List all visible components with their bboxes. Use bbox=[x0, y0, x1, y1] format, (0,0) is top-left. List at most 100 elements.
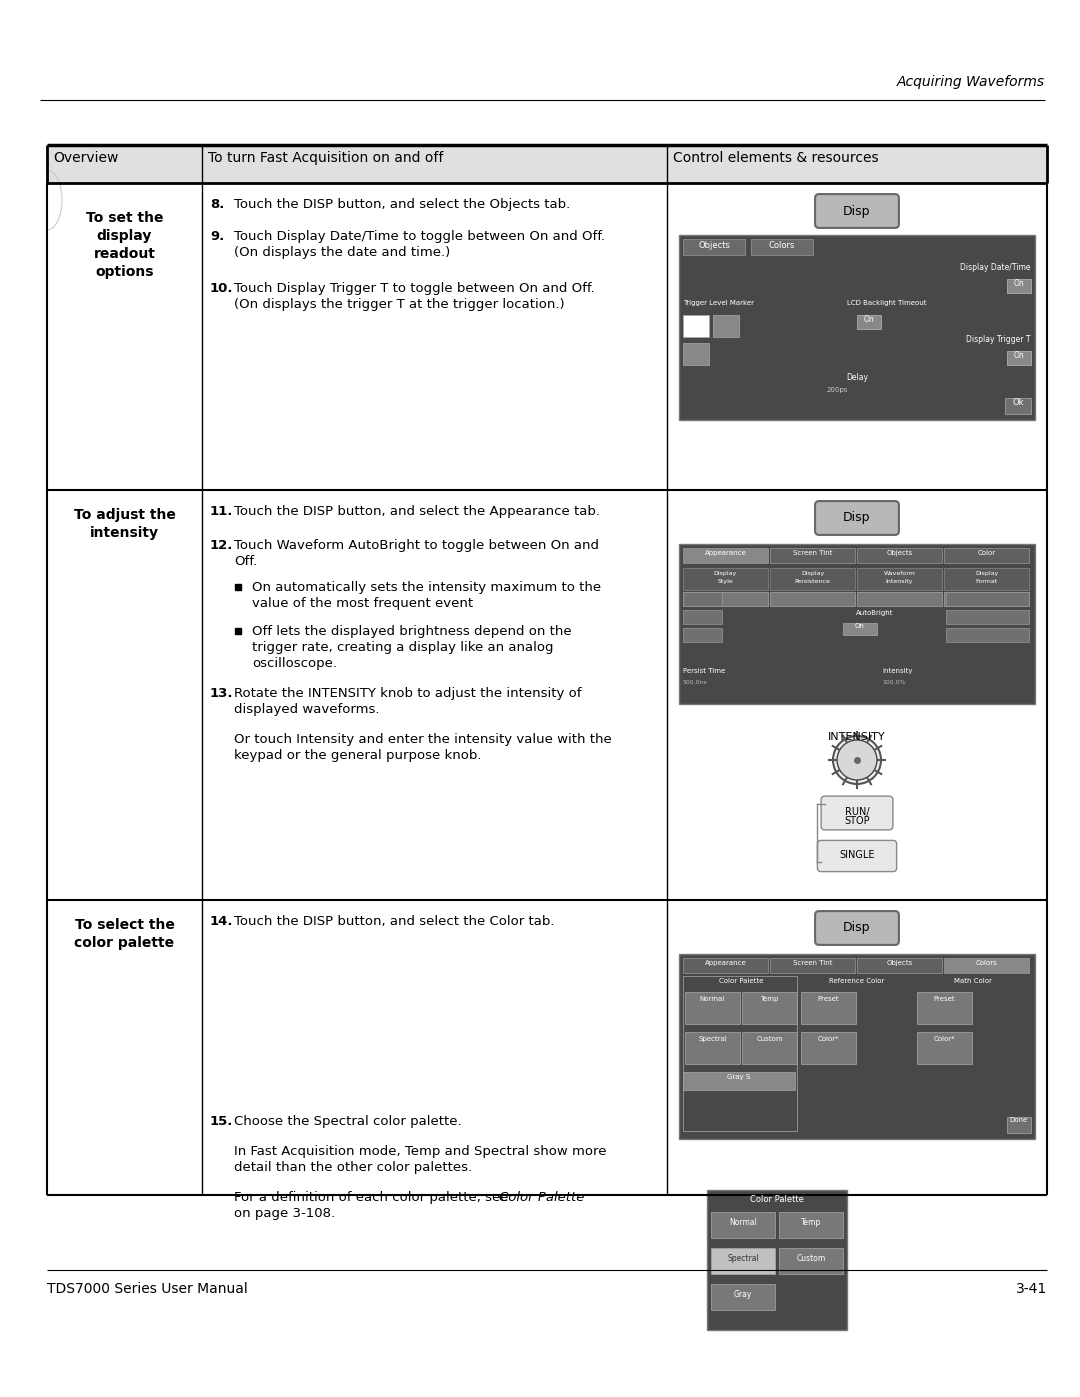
Text: To adjust the: To adjust the bbox=[73, 509, 175, 522]
Bar bbox=[946, 592, 1029, 606]
Text: SINGLE: SINGLE bbox=[839, 849, 875, 861]
Text: Touch Display Date/Time to toggle between On and Off.: Touch Display Date/Time to toggle betwee… bbox=[234, 231, 605, 243]
Bar bbox=[742, 992, 797, 1024]
Text: Display: Display bbox=[714, 571, 738, 576]
Text: Spectral: Spectral bbox=[727, 1255, 759, 1263]
Text: displayed waveforms.: displayed waveforms. bbox=[234, 703, 379, 717]
Text: Choose the Spectral color palette.: Choose the Spectral color palette. bbox=[234, 1115, 461, 1127]
Bar bbox=[683, 1071, 795, 1090]
Text: Objects: Objects bbox=[887, 550, 913, 556]
Bar bbox=[48, 145, 1047, 183]
Bar bbox=[770, 592, 855, 606]
Bar bbox=[711, 1213, 775, 1238]
Text: Style: Style bbox=[717, 578, 733, 584]
Bar bbox=[683, 610, 723, 624]
Text: Gray S: Gray S bbox=[727, 1074, 751, 1080]
Bar bbox=[858, 958, 942, 972]
Text: Disp: Disp bbox=[843, 204, 870, 218]
Text: Rotate the INTENSITY knob to adjust the intensity of: Rotate the INTENSITY knob to adjust the … bbox=[234, 687, 581, 700]
Bar bbox=[683, 958, 768, 972]
Text: Normal: Normal bbox=[700, 996, 725, 1002]
Text: Intensity: Intensity bbox=[886, 578, 914, 584]
Bar bbox=[858, 569, 942, 590]
Text: On automatically sets the intensity maximum to the: On automatically sets the intensity maxi… bbox=[252, 581, 602, 594]
Text: Preset: Preset bbox=[818, 996, 839, 1002]
Text: trigger rate, creating a display like an analog: trigger rate, creating a display like an… bbox=[252, 641, 554, 654]
Text: Acquiring Waveforms: Acquiring Waveforms bbox=[896, 75, 1045, 89]
Bar bbox=[683, 629, 723, 643]
Bar bbox=[711, 1284, 775, 1310]
Bar bbox=[1007, 279, 1031, 293]
Text: on page 3-108.: on page 3-108. bbox=[234, 1207, 335, 1220]
Bar bbox=[683, 344, 708, 365]
Text: value of the most frequent event: value of the most frequent event bbox=[252, 597, 473, 610]
Text: Color Palette: Color Palette bbox=[499, 1192, 584, 1204]
Bar bbox=[842, 623, 877, 636]
Text: Preset: Preset bbox=[934, 996, 956, 1002]
Bar bbox=[707, 1190, 847, 1330]
Bar bbox=[1007, 1118, 1031, 1133]
Bar bbox=[801, 1032, 856, 1065]
Text: On: On bbox=[1014, 351, 1024, 360]
Text: Persist Time: Persist Time bbox=[683, 668, 726, 673]
Bar bbox=[713, 314, 739, 337]
Text: 8.: 8. bbox=[210, 198, 225, 211]
Bar bbox=[742, 1032, 797, 1065]
Bar bbox=[917, 1032, 972, 1065]
FancyBboxPatch shape bbox=[815, 502, 899, 535]
Text: Delay: Delay bbox=[846, 373, 868, 381]
Bar bbox=[917, 992, 972, 1024]
Text: To set the: To set the bbox=[85, 211, 163, 225]
Bar bbox=[944, 958, 1029, 972]
FancyBboxPatch shape bbox=[815, 911, 899, 944]
Text: 14.: 14. bbox=[210, 915, 233, 928]
Text: Color Palette: Color Palette bbox=[719, 978, 764, 983]
Text: Color Palette: Color Palette bbox=[751, 1194, 804, 1204]
Text: Persistence: Persistence bbox=[795, 578, 831, 584]
Text: options: options bbox=[95, 265, 153, 279]
Text: Custom: Custom bbox=[756, 1037, 783, 1042]
Text: On: On bbox=[855, 623, 865, 629]
Text: To select the: To select the bbox=[75, 918, 175, 932]
Text: keypad or the general purpose knob.: keypad or the general purpose knob. bbox=[234, 749, 482, 761]
Text: Off.: Off. bbox=[234, 555, 257, 569]
Text: Overview: Overview bbox=[53, 151, 119, 165]
Text: Ok: Ok bbox=[1012, 398, 1024, 407]
Text: Or touch Intensity and enter the intensity value with the: Or touch Intensity and enter the intensi… bbox=[234, 733, 611, 746]
Text: Disp: Disp bbox=[843, 511, 870, 524]
Text: Intensity: Intensity bbox=[882, 668, 913, 673]
Circle shape bbox=[833, 736, 881, 784]
Text: Display Date/Time: Display Date/Time bbox=[960, 263, 1031, 272]
Text: LCD Backlight Timeout: LCD Backlight Timeout bbox=[847, 300, 927, 306]
Bar bbox=[944, 592, 1029, 606]
Text: TDS7000 Series User Manual: TDS7000 Series User Manual bbox=[48, 1282, 247, 1296]
Text: To turn Fast Acquisition on and off: To turn Fast Acquisition on and off bbox=[208, 151, 444, 165]
Bar bbox=[779, 1248, 843, 1274]
Bar bbox=[683, 977, 797, 1132]
Bar bbox=[946, 629, 1029, 643]
Text: intensity: intensity bbox=[90, 527, 159, 541]
Text: STOP: STOP bbox=[845, 816, 869, 826]
Text: Display: Display bbox=[975, 571, 998, 576]
Text: color palette: color palette bbox=[75, 936, 175, 950]
Text: Display Trigger T: Display Trigger T bbox=[967, 335, 1031, 344]
Text: Waveform: Waveform bbox=[883, 571, 916, 576]
Text: (On displays the trigger T at the trigger location.): (On displays the trigger T at the trigge… bbox=[234, 298, 565, 312]
Bar bbox=[944, 548, 1029, 563]
Bar bbox=[770, 958, 855, 972]
Text: Done: Done bbox=[1010, 1118, 1028, 1123]
Text: 100.0%: 100.0% bbox=[882, 680, 905, 685]
Text: 12.: 12. bbox=[210, 539, 233, 552]
Bar bbox=[858, 548, 942, 563]
Bar bbox=[751, 239, 813, 256]
Text: Control elements & resources: Control elements & resources bbox=[673, 151, 879, 165]
Text: 3-41: 3-41 bbox=[1016, 1282, 1047, 1296]
Bar bbox=[770, 548, 855, 563]
Bar bbox=[1005, 398, 1031, 414]
Bar bbox=[779, 1213, 843, 1238]
Text: Color*: Color* bbox=[818, 1037, 839, 1042]
Text: Appearance: Appearance bbox=[704, 960, 746, 965]
Bar bbox=[770, 569, 855, 590]
Text: 500.0ns: 500.0ns bbox=[683, 680, 707, 685]
FancyBboxPatch shape bbox=[821, 796, 893, 830]
